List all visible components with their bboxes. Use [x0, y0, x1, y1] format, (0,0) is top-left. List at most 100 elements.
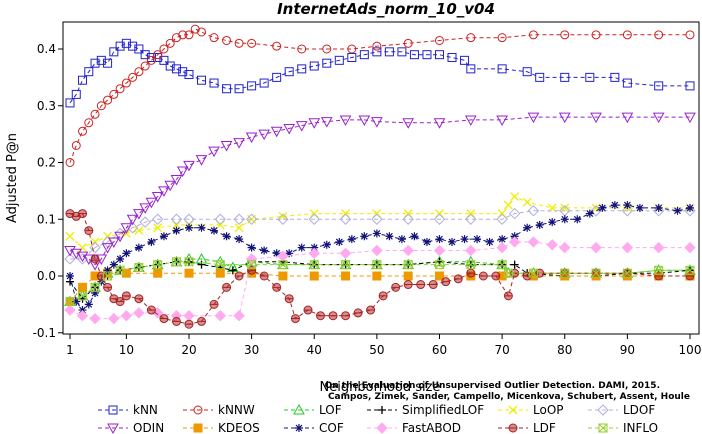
x-tick-label: 50	[369, 343, 384, 357]
data-point	[65, 98, 75, 108]
data-point	[322, 240, 331, 249]
x-tick-label: 90	[620, 343, 635, 357]
data-point	[209, 78, 219, 88]
data-point	[153, 53, 163, 63]
legend-marker	[108, 405, 118, 415]
data-point	[409, 50, 419, 60]
data-point	[278, 260, 288, 270]
data-point	[621, 241, 634, 254]
legend-label: LoOP	[533, 403, 564, 417]
axes: 1 10 20 30 40 50 60 70 80 90 100 -0.1 0.0 0.1 0.2 0.3 0.…	[33, 42, 702, 357]
data-point	[684, 241, 696, 254]
data-point	[673, 206, 682, 215]
series-layer	[64, 24, 696, 329]
data-point	[652, 112, 665, 124]
data-point	[114, 231, 126, 243]
data-point	[402, 213, 414, 225]
data-point	[126, 214, 139, 226]
data-point	[372, 271, 382, 281]
legend-marker	[508, 423, 518, 433]
series-fastabod	[64, 236, 696, 325]
x-tick-label: 1	[66, 343, 74, 357]
data-point	[122, 249, 131, 258]
y-tick-label: -0.1	[33, 326, 56, 340]
data-point	[103, 58, 113, 68]
data-point	[585, 209, 594, 218]
data-point	[78, 75, 88, 85]
data-point	[115, 84, 125, 94]
data-point	[284, 294, 294, 304]
data-point	[284, 67, 294, 77]
data-point	[64, 304, 76, 316]
data-point	[397, 235, 406, 244]
data-point	[184, 268, 194, 278]
data-point	[590, 241, 602, 254]
data-point	[290, 314, 300, 324]
x-tick-label: 40	[307, 343, 322, 357]
data-point	[522, 67, 532, 77]
data-point	[297, 64, 307, 74]
data-point	[460, 55, 470, 65]
y-tick-label: 0.3	[37, 99, 56, 113]
data-point	[233, 138, 245, 149]
series-line	[69, 241, 690, 320]
data-point	[233, 310, 245, 322]
data-point	[522, 197, 532, 207]
data-point	[272, 41, 282, 51]
data-point	[309, 260, 319, 270]
data-point	[151, 192, 164, 203]
data-point	[96, 55, 106, 65]
legend: kNN kNNW LOF SimplifiedLOF LoOP LDOF ODIN KDEOS…	[98, 403, 658, 434]
data-point	[84, 118, 94, 128]
series-line	[69, 116, 690, 266]
data-point	[247, 38, 257, 48]
data-point	[153, 268, 163, 278]
data-point	[560, 268, 570, 278]
legend-item: LDOF	[588, 403, 655, 417]
data-point	[109, 89, 119, 99]
data-point	[272, 249, 281, 258]
data-point	[172, 226, 181, 235]
data-point	[78, 291, 88, 301]
data-point	[403, 280, 413, 290]
data-point	[372, 260, 382, 270]
data-point	[159, 55, 169, 65]
data-point	[64, 253, 76, 265]
data-point	[297, 44, 307, 54]
data-point	[109, 47, 119, 57]
data-point	[184, 70, 194, 80]
data-point	[309, 271, 319, 281]
data-point	[121, 291, 131, 301]
x-tick-label: 80	[557, 343, 572, 357]
data-point	[272, 72, 282, 82]
data-point	[146, 305, 156, 315]
data-point	[153, 260, 163, 270]
legend-marker	[508, 405, 518, 415]
data-point	[259, 78, 269, 88]
x-tick-label: 60	[432, 343, 447, 357]
data-point	[120, 223, 133, 234]
data-point	[621, 112, 634, 124]
data-point	[222, 84, 232, 94]
legend-item: ODIN	[98, 421, 164, 434]
series-knn	[65, 38, 695, 108]
data-point	[347, 44, 357, 54]
data-point	[358, 115, 371, 126]
data-point	[151, 213, 164, 225]
data-point	[371, 244, 383, 257]
data-point	[245, 213, 258, 225]
legend-item: INFLO	[588, 421, 658, 434]
series-cof	[66, 201, 694, 315]
watermark-line: On the Evaluation of Unsupervised Outlie…	[325, 381, 660, 391]
data-point	[559, 241, 571, 254]
series-line	[69, 28, 690, 163]
data-point	[65, 231, 75, 241]
data-point	[214, 310, 227, 322]
data-point	[134, 262, 144, 272]
data-point	[108, 312, 120, 325]
data-point	[222, 282, 232, 292]
y-tick-label: 0.0	[37, 269, 56, 283]
data-point	[591, 30, 601, 40]
data-point	[195, 155, 208, 166]
data-point	[422, 50, 432, 60]
